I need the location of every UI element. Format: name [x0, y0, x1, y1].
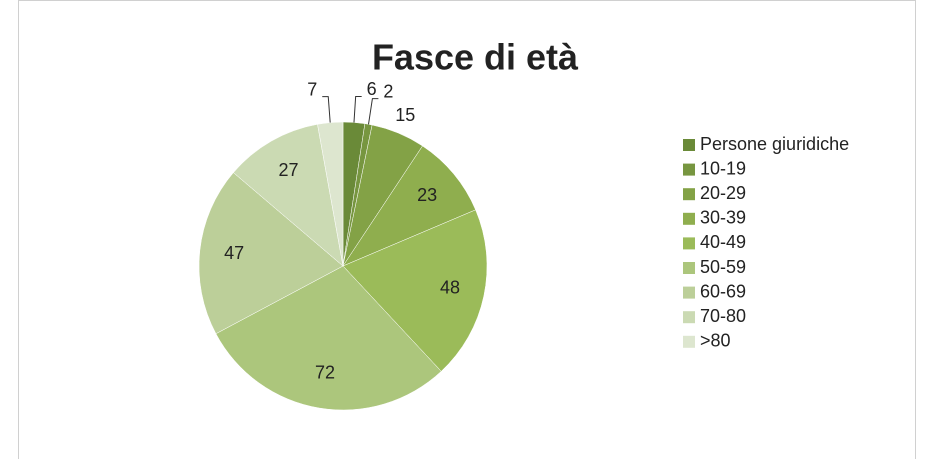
legend-swatch [683, 311, 695, 324]
legend-swatch [683, 286, 695, 299]
legend-swatch [683, 163, 695, 176]
legend-swatch [683, 237, 695, 250]
legend-label: 70-80 [700, 306, 746, 326]
leader-line [368, 98, 379, 125]
legend-swatch [683, 262, 695, 274]
chart-title: Fasce di età [372, 37, 579, 78]
leader-line [353, 95, 362, 123]
data-label: 15 [395, 105, 415, 125]
legend-label: 20-29 [700, 183, 746, 203]
pie-slice [342, 209, 488, 372]
legend-label: 60-69 [700, 281, 746, 301]
data-label: 47 [224, 243, 244, 263]
legend-label: 50-59 [700, 257, 746, 277]
pie-slice [198, 172, 344, 335]
legend-swatch [683, 212, 695, 225]
data-label: 27 [278, 160, 298, 180]
legend-label: 10-19 [700, 158, 746, 178]
legend-label: >80 [700, 331, 731, 351]
data-label: 7 [307, 79, 317, 99]
legend-swatch [683, 335, 695, 348]
legend-label: 30-39 [700, 208, 746, 228]
legend-label: 40-49 [700, 232, 746, 252]
data-label: 23 [417, 185, 437, 205]
legend-label: Persone giuridiche [700, 134, 849, 154]
legend-swatch [683, 139, 695, 151]
data-label: 48 [440, 278, 460, 298]
leader-line [322, 96, 331, 123]
data-label: 72 [315, 363, 335, 383]
pie-slice [233, 123, 344, 267]
pie-slice [317, 121, 344, 267]
pie-slice [342, 145, 476, 267]
data-label: 2 [383, 81, 393, 101]
legend-swatch [683, 188, 695, 201]
data-label: 6 [367, 79, 377, 99]
pie-slice [215, 265, 442, 411]
